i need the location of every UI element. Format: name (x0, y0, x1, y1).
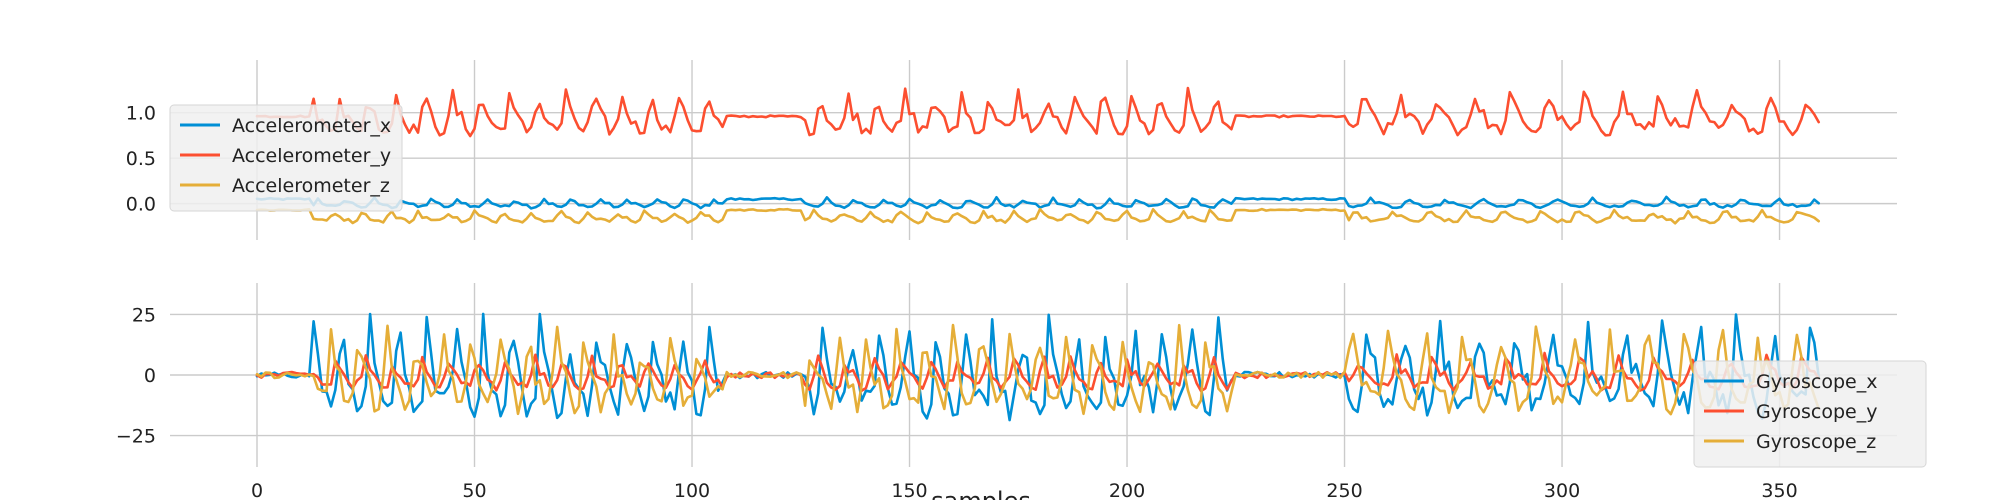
series-line-accelerometer-x (255, 195, 1820, 210)
y-tick-label: 0.0 (126, 194, 156, 216)
gyroscope-legend: Gyroscope_x Gyroscope_y Gyroscope_z (1693, 360, 1927, 468)
series-line-gyroscope-x (255, 312, 1820, 422)
series-line-gyroscope-y (255, 351, 1820, 393)
legend-label-gyroscope-x: Gyroscope_x (1756, 371, 1877, 393)
x-tick-label: 300 (1544, 480, 1580, 500)
accelerometer-series (255, 86, 1820, 225)
x-tick-label: 50 (462, 480, 486, 500)
y-tick-label: −25 (116, 426, 156, 448)
gyroscope-panel: −25 0 25 0 50 100 150 200 250 300 350 Gyroscope_x… (116, 283, 1927, 500)
x-tick-label: 100 (674, 480, 710, 500)
accelerometer-panel: 0.0 0.5 1.0 Accelerometer_x Accelerometer_y… (126, 60, 1897, 240)
x-tick-label: 150 (891, 480, 927, 500)
accelerometer-legend: Accelerometer_x Accelerometer_y Accelerome… (169, 104, 403, 212)
x-axis-title: samples (931, 487, 1031, 500)
y-tick-label: 0.5 (126, 148, 156, 170)
x-tick-label: 350 (1761, 480, 1797, 500)
gyroscope-x-ticks: 0 50 100 150 200 250 300 350 (251, 480, 1798, 500)
x-tick-label: 200 (1109, 480, 1145, 500)
series-line-accelerometer-z (255, 207, 1820, 225)
accelerometer-y-ticks: 0.0 0.5 1.0 (126, 103, 156, 216)
x-tick-label: 250 (1326, 480, 1362, 500)
legend-box (169, 104, 403, 212)
y-tick-label: 25 (132, 304, 156, 326)
x-tick-label: 0 (251, 480, 263, 500)
legend-box (1693, 360, 1927, 468)
legend-label-gyroscope-y: Gyroscope_y (1756, 401, 1877, 423)
series-line-accelerometer-y (255, 86, 1820, 138)
gyroscope-series (255, 312, 1820, 422)
y-tick-label: 1.0 (126, 103, 156, 125)
legend-label-gyroscope-z: Gyroscope_z (1756, 431, 1876, 453)
series-line-gyroscope-z (255, 323, 1820, 416)
y-tick-label: 0 (144, 365, 156, 387)
legend-label-accelerometer-y: Accelerometer_y (232, 145, 391, 167)
gyroscope-y-ticks: −25 0 25 (116, 304, 156, 447)
legend-label-accelerometer-x: Accelerometer_x (232, 115, 391, 137)
legend-label-accelerometer-z: Accelerometer_z (232, 175, 390, 197)
